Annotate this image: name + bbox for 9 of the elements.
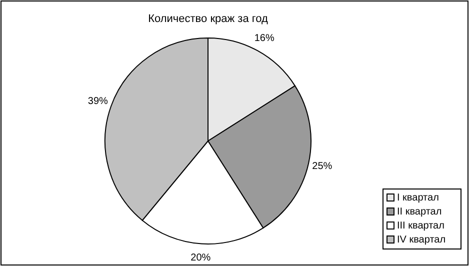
- legend-label: IV квартал: [397, 234, 446, 246]
- legend-label: I квартал: [397, 192, 440, 204]
- data-label: 25%: [312, 161, 332, 172]
- legend-label: III квартал: [397, 220, 445, 232]
- data-label: 39%: [88, 96, 108, 108]
- legend-label: II квартал: [397, 206, 442, 218]
- data-label: 20%: [190, 252, 211, 264]
- data-label: 16%: [254, 33, 274, 44]
- chart-title: Количество краж за год: [148, 13, 269, 25]
